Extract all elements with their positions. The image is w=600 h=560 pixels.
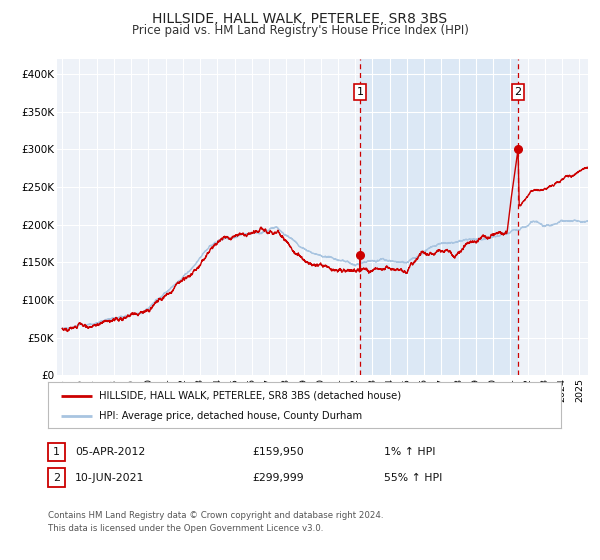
Text: HILLSIDE, HALL WALK, PETERLEE, SR8 3BS: HILLSIDE, HALL WALK, PETERLEE, SR8 3BS: [152, 12, 448, 26]
Text: HILLSIDE, HALL WALK, PETERLEE, SR8 3BS (detached house): HILLSIDE, HALL WALK, PETERLEE, SR8 3BS (…: [100, 391, 401, 401]
Text: 2: 2: [53, 473, 60, 483]
Text: 10-JUN-2021: 10-JUN-2021: [75, 473, 145, 483]
Text: Contains HM Land Registry data © Crown copyright and database right 2024.: Contains HM Land Registry data © Crown c…: [48, 511, 383, 520]
Bar: [360, 59, 518, 375]
Text: 1: 1: [356, 87, 364, 97]
Text: £159,950: £159,950: [252, 447, 304, 457]
Text: 05-APR-2012: 05-APR-2012: [75, 447, 145, 457]
Text: 1: 1: [53, 447, 60, 457]
Text: 2: 2: [514, 87, 521, 97]
Text: £299,999: £299,999: [252, 473, 304, 483]
Text: 1% ↑ HPI: 1% ↑ HPI: [384, 447, 436, 457]
Text: Price paid vs. HM Land Registry's House Price Index (HPI): Price paid vs. HM Land Registry's House …: [131, 24, 469, 37]
Text: 55% ↑ HPI: 55% ↑ HPI: [384, 473, 442, 483]
Text: This data is licensed under the Open Government Licence v3.0.: This data is licensed under the Open Gov…: [48, 524, 323, 533]
Text: HPI: Average price, detached house, County Durham: HPI: Average price, detached house, Coun…: [100, 412, 362, 422]
